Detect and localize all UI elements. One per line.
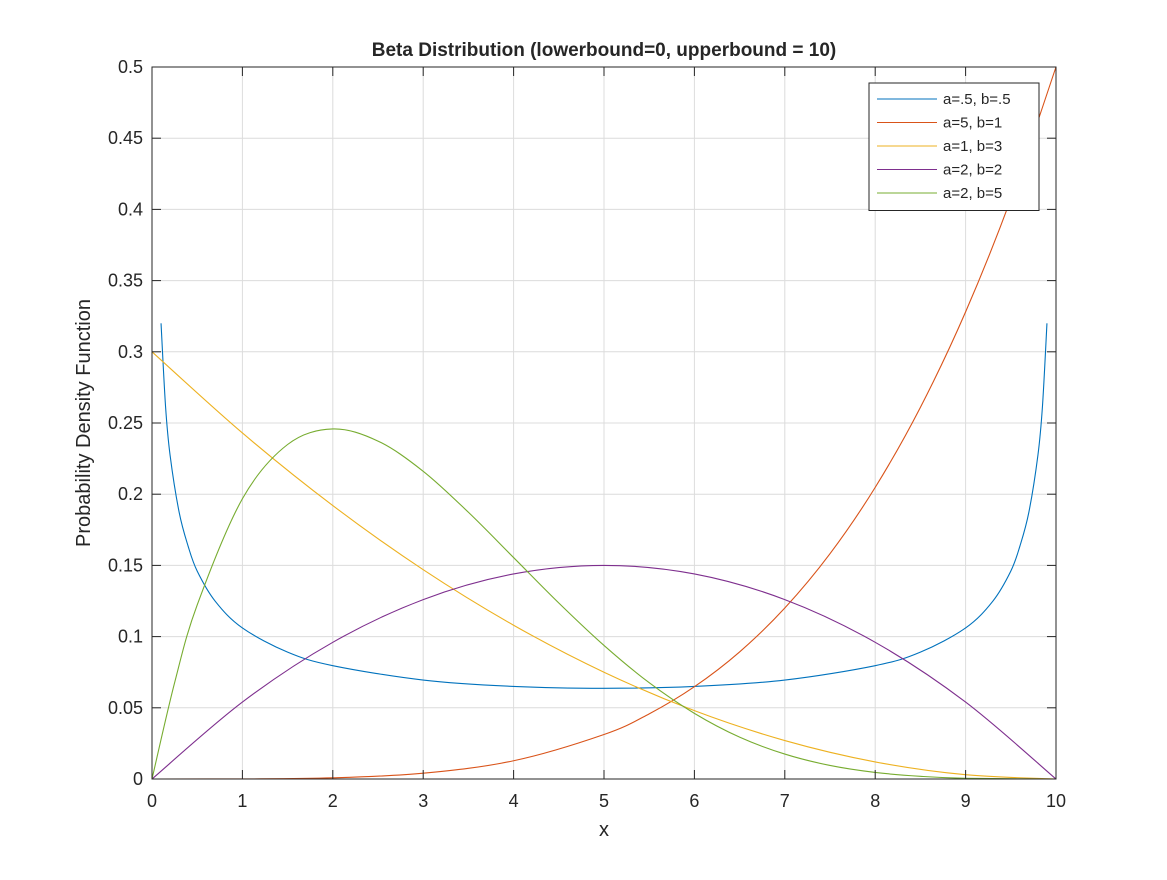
series-group bbox=[151, 66, 1057, 780]
x-tick-label: 6 bbox=[689, 791, 699, 811]
series-line-5 bbox=[151, 428, 1057, 780]
legend-box bbox=[868, 82, 1040, 211]
y-tick-label: 0.35 bbox=[108, 271, 143, 291]
axis-ticks bbox=[151, 66, 1057, 780]
series-line-2 bbox=[151, 66, 1057, 780]
y-tick-label: 0 bbox=[133, 769, 143, 789]
y-tick-labels: 0 0.05 0.1 0.15 0.2 0.25 0.3 0.35 0.4 0.45 0.5 bbox=[108, 57, 143, 789]
series-line-1 bbox=[160, 323, 1048, 689]
x-tick-label: 5 bbox=[599, 791, 609, 811]
x-tick-label: 2 bbox=[328, 791, 338, 811]
legend-entry-label: a=2, b=5 bbox=[943, 185, 1002, 202]
y-tick-label: 0.3 bbox=[118, 342, 143, 362]
x-tick-label: 4 bbox=[509, 791, 519, 811]
y-tick-label: 0.25 bbox=[108, 413, 143, 433]
legend: a=.5, b=.5 a=5, b=1 a=1, b=3 a=2, b=2 a=2, b… bbox=[868, 82, 1040, 211]
legend-entry-label: a=5, b=1 bbox=[943, 115, 1002, 132]
y-tick-label: 0.05 bbox=[108, 698, 143, 718]
x-tick-label: 7 bbox=[780, 791, 790, 811]
y-tick-label: 0.2 bbox=[118, 484, 143, 504]
x-tick-labels: 0 1 2 3 4 5 6 7 8 9 10 bbox=[147, 791, 1066, 811]
series-line-4 bbox=[151, 564, 1057, 780]
chart-title: Beta Distribution (lowerbound=0, upperbo… bbox=[372, 40, 836, 61]
x-tick-label: 1 bbox=[237, 791, 247, 811]
legend-entry-label: a=.5, b=.5 bbox=[943, 91, 1011, 108]
y-tick-label: 0.15 bbox=[108, 555, 143, 575]
x-axis-label: x bbox=[599, 819, 609, 841]
x-tick-label: 10 bbox=[1046, 791, 1066, 811]
x-tick-label: 8 bbox=[870, 791, 880, 811]
y-tick-label: 0.1 bbox=[118, 627, 143, 647]
x-tick-label: 9 bbox=[961, 791, 971, 811]
y-tick-label: 0.45 bbox=[108, 128, 143, 148]
x-tick-label: 3 bbox=[418, 791, 428, 811]
y-axis-label: Probability Density Function bbox=[73, 299, 95, 547]
x-tick-label: 0 bbox=[147, 791, 157, 811]
legend-entry-label: a=2, b=2 bbox=[943, 162, 1002, 179]
series-line-3 bbox=[151, 351, 1057, 780]
legend-entry-label: a=1, b=3 bbox=[943, 138, 1002, 155]
y-tick-label: 0.5 bbox=[118, 57, 143, 77]
y-tick-label: 0.4 bbox=[118, 199, 143, 219]
